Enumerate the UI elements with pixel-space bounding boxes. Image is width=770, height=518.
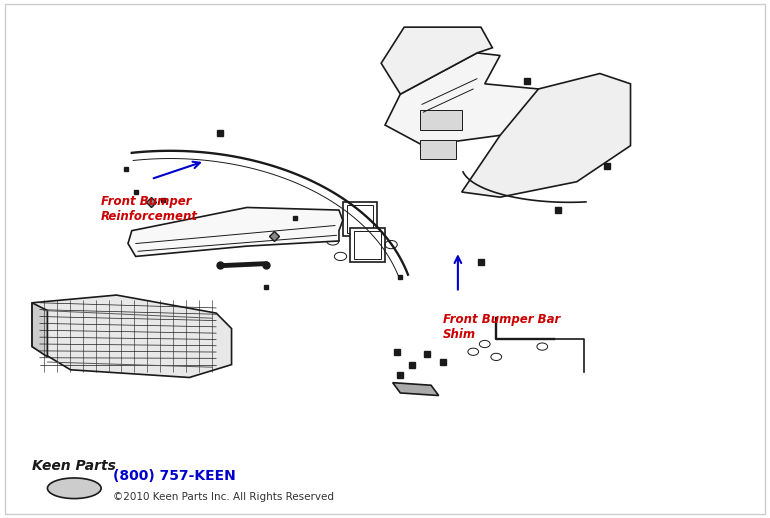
Polygon shape [393,383,439,396]
FancyBboxPatch shape [420,110,462,130]
Polygon shape [462,74,631,197]
Polygon shape [385,53,554,146]
Polygon shape [381,27,492,94]
Text: Front Bumper
Reinforcement: Front Bumper Reinforcement [101,195,198,223]
Text: (800) 757-KEEN: (800) 757-KEEN [112,469,236,483]
Polygon shape [32,295,232,378]
FancyBboxPatch shape [354,231,381,259]
Polygon shape [128,208,343,256]
FancyBboxPatch shape [346,205,373,233]
Text: Keen Parts: Keen Parts [32,459,116,473]
Text: Front Bumper Bar
Shim: Front Bumper Bar Shim [443,313,560,341]
Ellipse shape [48,478,101,499]
Text: ©2010 Keen Parts Inc. All Rights Reserved: ©2010 Keen Parts Inc. All Rights Reserve… [112,492,333,502]
FancyBboxPatch shape [350,228,385,262]
FancyBboxPatch shape [343,203,377,236]
Polygon shape [32,303,48,357]
FancyBboxPatch shape [420,140,457,159]
